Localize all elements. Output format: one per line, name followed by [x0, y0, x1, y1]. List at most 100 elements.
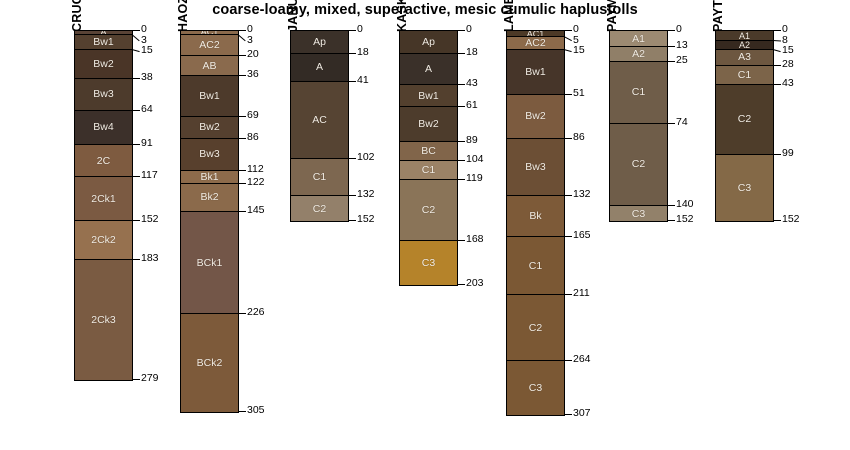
horizon-label: C3 [421, 257, 436, 269]
depth-tick-mark [564, 93, 572, 95]
horizon-block[interactable]: C2 [400, 179, 457, 242]
horizon-block[interactable]: A [291, 53, 348, 83]
horizon-block[interactable]: AC2 [181, 34, 238, 56]
horizon-block[interactable]: Ap [291, 31, 348, 54]
depth-tick-label: 25 [676, 54, 688, 67]
depth-tick-mark [238, 137, 246, 139]
horizon-block[interactable]: 2Ck2 [75, 221, 132, 260]
horizon-block[interactable]: C2 [716, 84, 773, 155]
depth-tick-mark [457, 178, 465, 180]
depth-tick-mark [773, 153, 781, 155]
depth-tick-mark [667, 30, 675, 31]
horizon-block[interactable]: AC [291, 82, 348, 159]
horizon-block[interactable]: C1 [400, 161, 457, 180]
horizon-block[interactable]: C1 [507, 237, 564, 295]
depth-tick-label: 0 [141, 23, 147, 35]
horizon-block[interactable]: A1 [610, 31, 667, 48]
depth-tick-label: 0 [573, 23, 579, 35]
depth-tick-mark [348, 220, 356, 222]
depth-tick-label: 132 [573, 188, 591, 201]
depth-tick-mark [238, 211, 246, 213]
horizon-block[interactable]: 2C [75, 144, 132, 178]
depth-tick-label: 41 [357, 74, 369, 87]
depth-tick-mark [772, 40, 781, 42]
horizon-label: C1 [421, 163, 436, 176]
depth-tick-mark [667, 46, 675, 48]
horizon-block[interactable]: Bw1 [507, 49, 564, 95]
depth-tick-mark [564, 137, 572, 139]
horizon-block[interactable]: A2 [610, 47, 667, 63]
profile-name-label: LAMESILLA [502, 0, 516, 32]
horizon-block[interactable]: Bk1 [181, 171, 238, 184]
horizon-block[interactable]: Bw2 [181, 117, 238, 139]
depth-tick-label: 43 [782, 76, 794, 89]
horizon-block[interactable]: A1 [716, 31, 773, 41]
horizon-block[interactable]: C1 [291, 158, 348, 197]
horizon-block[interactable]: BCk1 [181, 212, 238, 314]
depth-tick-mark [348, 81, 356, 83]
horizon-block[interactable]: C2 [610, 123, 667, 207]
horizon-block[interactable]: Bk2 [181, 183, 238, 213]
horizon-block[interactable]: Bw2 [75, 49, 132, 79]
horizon-block[interactable]: A2 [716, 41, 773, 50]
horizon-block[interactable]: C2 [507, 294, 564, 362]
horizon-block[interactable]: A [400, 53, 457, 85]
depth-tick-mark [564, 195, 572, 197]
horizon-block[interactable]: C3 [400, 241, 457, 285]
horizon-block[interactable]: Ap [400, 31, 457, 54]
depth-tick-label: 0 [357, 23, 363, 35]
horizon-block[interactable]: C1 [610, 62, 667, 124]
horizon-block[interactable]: A [75, 31, 132, 35]
horizon-label: Bw2 [525, 110, 546, 123]
depth-tick-label: 5 [573, 33, 579, 46]
horizon-label: BCk1 [196, 256, 223, 269]
profile-column: AC1 AC2 Bw1 Bw2 Bw3 Bk C1 C2 C3 [506, 30, 565, 416]
horizon-label: A [424, 62, 432, 75]
depth-tick-label: 132 [357, 188, 375, 201]
horizon-block[interactable]: C1 [716, 66, 773, 85]
horizon-label: C1 [631, 86, 646, 99]
horizon-block[interactable]: AB [181, 56, 238, 77]
profile-column: AC1 AC2 AB Bw1 Bw2 Bw3 Bk1 Bk2 BCk1 BCk2 [180, 30, 239, 414]
horizon-block[interactable]: C3 [507, 361, 564, 415]
depth-tick-label: 69 [247, 109, 259, 122]
horizon-block[interactable]: Bw1 [75, 34, 132, 50]
horizon-block[interactable]: AC1 [181, 31, 238, 35]
horizon-block[interactable]: Bw1 [400, 84, 457, 108]
horizon-block[interactable]: BC [400, 142, 457, 162]
depth-tick-label: 38 [141, 70, 153, 83]
depth-tick-mark [238, 182, 246, 184]
horizon-block[interactable]: Bw3 [507, 138, 564, 197]
depth-tick-label: 8 [782, 33, 788, 46]
horizon-block[interactable]: AC1 [507, 31, 564, 38]
horizon-block[interactable]: Bw3 [181, 138, 238, 172]
depth-tick-label: 0 [676, 23, 682, 35]
depth-tick-label: 0 [247, 23, 253, 35]
profile-column: Ap A Bw1 Bw2 BC C1 C2 C3 [399, 30, 458, 286]
horizon-block[interactable]: 2Ck1 [75, 177, 132, 222]
horizon-label: C2 [737, 113, 752, 126]
horizon-block[interactable]: A3 [716, 49, 773, 66]
horizon-block[interactable]: C2 [291, 196, 348, 222]
depth-tick-mark [667, 61, 675, 63]
horizon-block[interactable]: BCk2 [181, 313, 238, 413]
depth-tick-label: 152 [676, 213, 694, 226]
profile-name-label: PAYMASTER [605, 0, 619, 32]
horizon-block[interactable]: 2Ck3 [75, 259, 132, 380]
horizon-label: Bw3 [199, 148, 220, 161]
horizon-label: C2 [528, 321, 543, 334]
horizon-label: C3 [737, 181, 752, 194]
horizon-block[interactable]: Bw3 [75, 78, 132, 112]
horizon-block[interactable]: C3 [716, 154, 773, 222]
horizon-block[interactable]: Bw1 [181, 76, 238, 118]
depth-tick-label: 28 [782, 58, 794, 71]
horizon-label: Bw2 [418, 118, 439, 131]
horizon-block[interactable]: Bw2 [400, 107, 457, 143]
horizon-block[interactable]: AC2 [507, 37, 564, 50]
horizon-block[interactable]: Bw4 [75, 111, 132, 145]
horizon-block[interactable]: Bk [507, 196, 564, 238]
horizon-block[interactable]: C3 [610, 206, 667, 222]
depth-tick-label: 86 [247, 130, 259, 143]
horizon-block[interactable]: Bw2 [507, 94, 564, 139]
depth-tick-label: 89 [466, 134, 478, 147]
